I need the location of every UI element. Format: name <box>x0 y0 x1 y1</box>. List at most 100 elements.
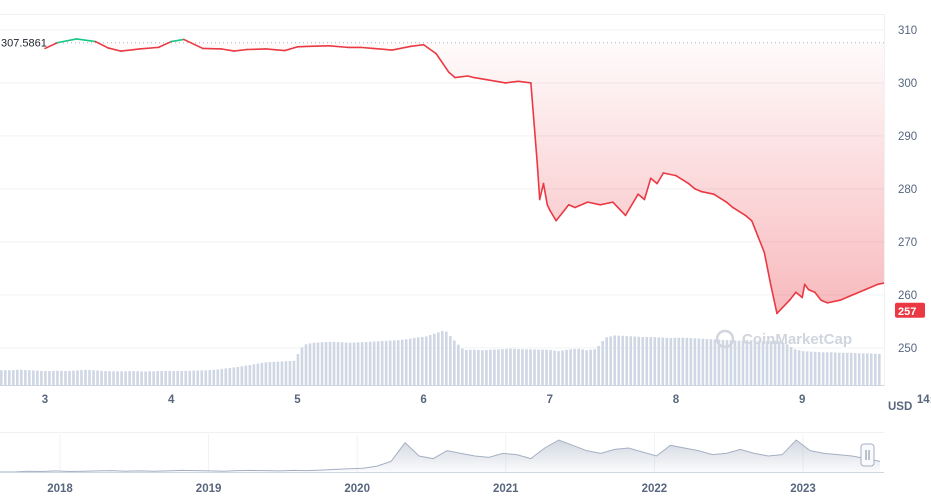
volume-bar <box>152 371 155 385</box>
volume-bar <box>781 342 785 385</box>
volume-bar <box>509 348 512 385</box>
volume-bar <box>657 337 661 385</box>
volume-bar <box>180 371 184 385</box>
price-segment <box>309 44 330 48</box>
volume-bar <box>725 340 729 385</box>
price-segment <box>485 78 507 84</box>
volume-bar <box>420 336 424 385</box>
price-segment <box>612 201 627 217</box>
volume-bar <box>837 352 841 385</box>
volume-bar <box>408 338 412 385</box>
volume-bar <box>48 371 51 385</box>
price-segment <box>119 48 141 52</box>
volume-bars <box>0 331 881 385</box>
volume-bar <box>473 349 476 385</box>
volume-bar <box>617 335 620 385</box>
volume-bar <box>88 369 91 385</box>
navigator-axis: 2018 2019 2020 2021 2022 2023 <box>47 483 816 495</box>
y-tick-label: 280 <box>898 184 917 196</box>
volume-bar <box>613 335 616 385</box>
volume-bar <box>497 349 500 385</box>
volume-bar <box>80 370 83 385</box>
volume-bar <box>288 360 292 385</box>
price-segment <box>916 263 929 266</box>
volume-bar <box>324 342 328 385</box>
volume-bar <box>364 341 368 385</box>
volume-bar <box>713 339 717 385</box>
volume-bar <box>320 342 324 385</box>
x-tick-label: 7 <box>547 394 553 406</box>
price-segment <box>157 40 172 49</box>
price-segment <box>296 45 311 48</box>
volume-bar <box>625 336 629 385</box>
volume-bar <box>733 340 737 385</box>
volume-bar <box>128 371 131 385</box>
current-price-badge: 257 <box>895 302 925 318</box>
price-segment <box>555 211 564 222</box>
y-tick-label: 270 <box>898 237 917 249</box>
volume-bar <box>132 371 135 385</box>
volume-bar <box>392 340 396 385</box>
volume-bar <box>112 371 115 385</box>
volume-bar <box>140 371 143 385</box>
volume-bar <box>593 349 596 385</box>
volume-bar <box>428 335 432 385</box>
x-tick-label: 6 <box>420 394 426 406</box>
volume-bar <box>188 370 192 385</box>
navigator-series <box>0 439 881 473</box>
price-segment <box>700 190 715 195</box>
price-segment <box>548 209 557 222</box>
navigator-handle[interactable] <box>860 443 875 467</box>
volume-bar <box>821 352 825 385</box>
volume-bar <box>16 369 19 385</box>
price-segment <box>435 52 450 74</box>
price-segment <box>687 182 696 190</box>
volume-bar <box>196 370 200 385</box>
volume-bar <box>457 344 460 385</box>
price-segment <box>107 47 122 52</box>
volume-bar <box>641 336 645 385</box>
volume-bar <box>200 370 204 385</box>
volume-bar <box>661 337 665 385</box>
volume-bar <box>268 362 272 385</box>
volume-bar <box>817 352 821 385</box>
volume-bar <box>485 349 488 385</box>
volume-bar <box>805 351 809 385</box>
volume-bar <box>645 337 649 385</box>
volume-bar <box>72 370 75 385</box>
x-tick-label: 9 <box>799 394 805 406</box>
volume-bar <box>761 341 765 385</box>
volume-bar <box>300 347 304 385</box>
price-segment <box>675 174 690 185</box>
volume-bar <box>232 367 236 385</box>
volume-bar <box>589 349 592 385</box>
volume-bar <box>296 354 300 385</box>
navigator-tick-label: 2018 <box>47 483 73 495</box>
volume-bar <box>244 365 248 385</box>
price-segment <box>877 282 884 286</box>
volume-bar <box>204 370 208 385</box>
volume-bar <box>292 360 296 385</box>
volume-bar <box>308 343 312 385</box>
volume-bar <box>829 352 833 385</box>
x-tick-label: 4 <box>168 394 175 406</box>
volume-bar <box>92 370 95 385</box>
price-segment <box>643 177 652 201</box>
volume-bar <box>757 340 761 385</box>
volume-bar <box>164 370 167 385</box>
volume-bar <box>705 338 709 385</box>
volume-bar <box>312 342 316 385</box>
volume-bar <box>721 339 725 385</box>
volume-bar <box>525 349 528 385</box>
volume-bar <box>461 348 464 385</box>
volume-bar <box>360 342 364 385</box>
volume-bar <box>32 370 35 385</box>
volume-bar <box>372 341 376 385</box>
price-segment <box>891 274 904 282</box>
price-segment <box>814 291 822 302</box>
volume-bar <box>777 341 781 385</box>
x-tick-label: 3 <box>42 394 48 406</box>
price-segment <box>694 188 703 193</box>
volume-bar <box>36 370 39 385</box>
volume-bar <box>64 370 67 385</box>
